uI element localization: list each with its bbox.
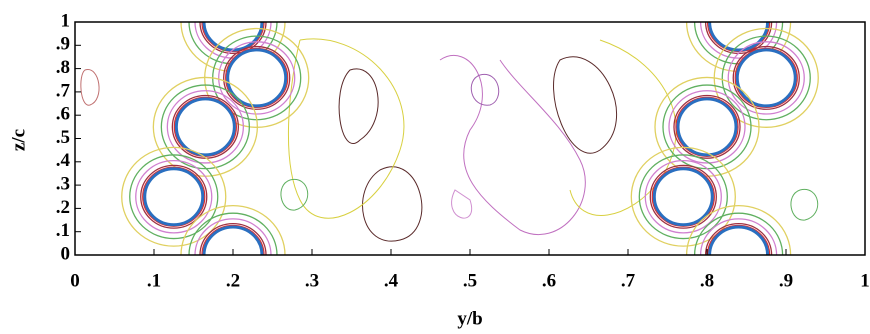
contour-ring	[668, 90, 746, 164]
x-tick-label: .5	[463, 270, 477, 291]
y-tick-label: .7	[56, 80, 71, 101]
obstacle	[708, 225, 770, 255]
contour-line	[80, 69, 100, 106]
x-tick-label: .3	[305, 270, 319, 291]
y-tick-label: .5	[56, 127, 70, 148]
y-tick-label: .6	[56, 104, 70, 125]
contours	[80, 38, 819, 242]
x-tick-label: .2	[226, 270, 240, 291]
obstacle	[652, 167, 714, 227]
x-axis-label: y/b	[457, 308, 482, 329]
x-tick-label: .1	[147, 270, 161, 291]
contour-ring	[654, 76, 760, 177]
x-tick-label: .4	[384, 270, 399, 291]
contour-line	[362, 166, 423, 242]
contour-line	[338, 68, 379, 144]
y-tick-label: .2	[56, 197, 70, 218]
obstacle	[735, 48, 797, 108]
contour-line	[280, 179, 309, 211]
contour-ring	[644, 159, 722, 234]
x-tick-label: .9	[779, 270, 793, 291]
y-tick-label: .9	[56, 34, 70, 55]
y-tick-label: .3	[56, 173, 70, 194]
contour-ring	[638, 154, 728, 240]
contour-ring	[727, 41, 805, 115]
contour-ring	[699, 22, 778, 59]
contour-ring	[140, 164, 208, 229]
obstacle	[174, 97, 236, 157]
x-tick-label: 0	[70, 270, 80, 291]
contour-ring	[218, 41, 296, 115]
contour-line	[470, 74, 500, 106]
x-tick-label: .7	[621, 270, 636, 291]
contour-line	[790, 189, 819, 221]
x-tick-label: .8	[700, 270, 714, 291]
contour-ring	[129, 154, 219, 240]
y-tick-label: 0	[61, 243, 71, 264]
obstacle	[202, 225, 264, 255]
y-tick-label: 1	[61, 10, 71, 31]
contour-ring	[223, 45, 291, 110]
x-tick-label: .6	[542, 270, 556, 291]
contour-ring	[160, 84, 251, 170]
contour-ring	[135, 159, 213, 234]
contour-ring	[649, 164, 717, 229]
contour-ring	[721, 35, 811, 121]
y-tick-label: .8	[56, 57, 70, 78]
contour-ring	[166, 90, 245, 164]
y-tick-label: .4	[56, 150, 71, 171]
contour-ring	[685, 204, 792, 255]
contour-ring	[673, 94, 741, 159]
obstacle	[143, 167, 205, 227]
contour-line	[553, 56, 618, 154]
contour-ring	[121, 146, 227, 247]
y-tick-label: .1	[56, 220, 70, 241]
contour-ring	[732, 45, 800, 110]
contour-ring	[199, 22, 267, 54]
contour-ring	[180, 204, 286, 255]
marks	[121, 22, 819, 255]
obstacle	[676, 97, 738, 157]
contour-line	[288, 38, 405, 219]
y-axis-label: z/c	[8, 129, 29, 151]
contour-line	[439, 54, 586, 236]
x-tick-label: 1	[860, 270, 870, 291]
contour-line	[451, 189, 473, 219]
contour-ring	[630, 146, 736, 247]
